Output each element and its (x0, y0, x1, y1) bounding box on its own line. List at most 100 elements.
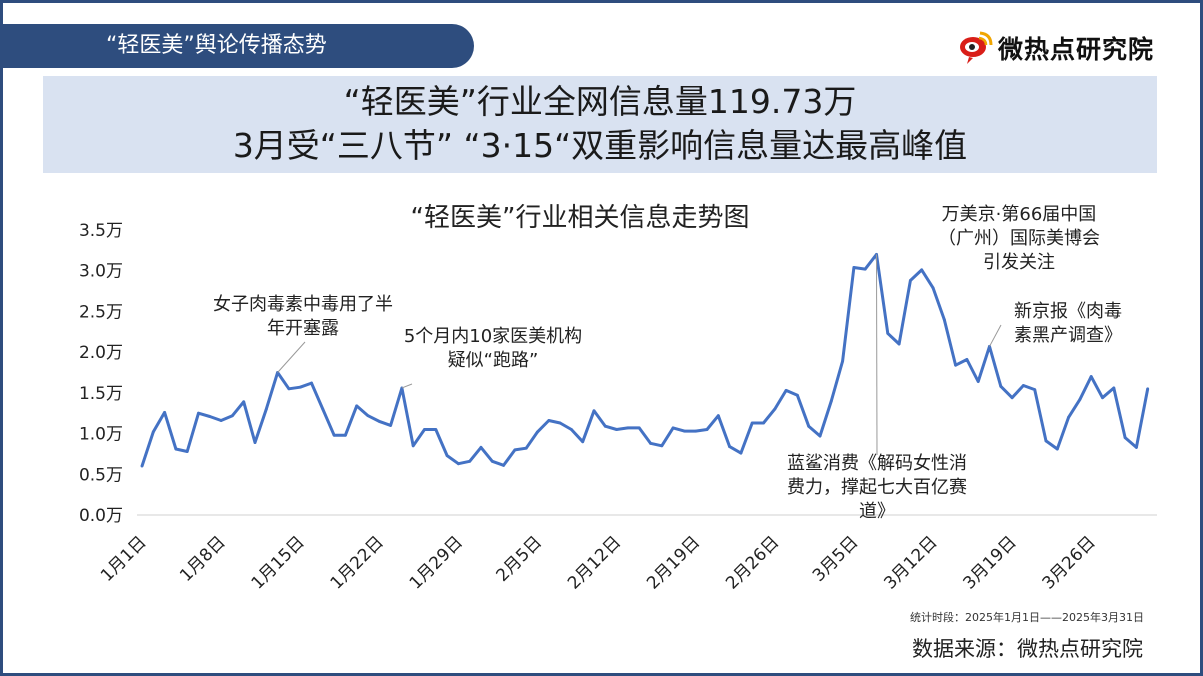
data-source: 数据来源：微热点研究院 (912, 637, 1143, 661)
data-point (1067, 415, 1070, 419)
annotation-line: 年开塞露 (267, 318, 339, 339)
data-point (728, 445, 731, 448)
data-point (954, 363, 957, 367)
data-point (242, 400, 246, 404)
data-point (976, 380, 980, 383)
data-point (558, 421, 562, 425)
data-point (750, 421, 754, 425)
annotation: 蓝鲨消费《解码女性消 费力，撑起七大百亿赛 道》 (762, 452, 992, 524)
data-point (457, 462, 460, 466)
annotation: 新京报《肉毒 素黑产调查》 (998, 300, 1138, 348)
data-point (502, 463, 505, 467)
x-tick-label: 1月1日 (97, 532, 150, 585)
data-point (1089, 375, 1093, 378)
data-point (716, 414, 720, 418)
section-header-tab: “轻医美”舆论传播态势 (0, 24, 474, 68)
data-point (626, 426, 630, 430)
data-point (253, 441, 257, 444)
annotation-line: 新京报《肉毒 (1014, 301, 1122, 322)
annotation-line: 素黑产调查》 (1014, 325, 1122, 346)
y-tick-label: 1.0万 (79, 425, 123, 445)
data-point (671, 426, 675, 430)
data-point (931, 286, 935, 290)
data-point (151, 430, 155, 434)
data-point (694, 429, 698, 433)
data-point (1044, 439, 1048, 443)
annotation-line: （广州）国际美博会 (938, 228, 1100, 249)
data-point (920, 268, 924, 272)
data-point (852, 266, 856, 269)
x-tick-label: 1月29日 (406, 532, 467, 593)
data-point (739, 451, 743, 455)
data-point (1055, 447, 1059, 451)
y-tick-label: 0.0万 (79, 506, 123, 526)
data-point (1022, 384, 1025, 387)
data-point (1112, 386, 1116, 390)
data-point (773, 407, 777, 411)
data-point (468, 459, 472, 463)
x-tick-label: 3月26日 (1039, 532, 1100, 593)
data-point (513, 448, 517, 452)
data-point (174, 447, 178, 451)
data-point (615, 428, 618, 431)
annotation: 万美京·第66届中国 （广州）国际美博会 引发关注 (904, 203, 1134, 275)
annotation-leader-line (277, 341, 306, 373)
chart-title: “轻医美”行业相关信息走势图 (410, 203, 750, 233)
data-point (547, 419, 551, 422)
data-point (344, 433, 347, 437)
x-tick-label: 3月19日 (960, 532, 1021, 593)
annotation-line: 5个月内10家医美机构 (403, 326, 583, 347)
data-point (1135, 446, 1138, 449)
data-point (197, 411, 200, 415)
x-tick-label: 2月5日 (493, 532, 546, 585)
data-point (1078, 397, 1082, 401)
annotation-line: 疑似“跑路” (447, 350, 539, 371)
x-tick-label: 2月12日 (564, 532, 625, 593)
data-point (965, 358, 969, 361)
y-tick-label: 1.5万 (79, 384, 123, 404)
weibo-eye-logo-icon (960, 31, 993, 64)
y-tick-label: 3.0万 (79, 262, 123, 282)
data-point (1010, 396, 1014, 400)
annotation-line: 费力，撑起七大百亿赛 (787, 477, 967, 498)
data-point (377, 419, 381, 423)
annotation-line: 道》 (859, 501, 895, 522)
data-point (660, 444, 664, 448)
data-point (807, 424, 811, 428)
y-tick-label: 2.0万 (79, 343, 123, 363)
annotation-leader-line (989, 324, 1002, 347)
y-tick-label: 3.5万 (79, 221, 123, 241)
annotation: 5个月内10家医美机构 疑似“跑路” (378, 325, 608, 373)
data-point (1033, 388, 1037, 391)
data-point (705, 428, 709, 431)
annotation-line: 万美京·第66届中国 (941, 204, 1097, 225)
data-point (796, 393, 799, 397)
statistics-period: 统计时段：2025年1月1日——2025年3月31日 (910, 611, 1144, 624)
data-point (637, 426, 641, 430)
data-point (231, 414, 234, 418)
annotation: 女子肉毒素中毒用了半 年开塞露 (188, 293, 418, 341)
x-tick-label: 3月5日 (809, 532, 862, 585)
data-point (163, 411, 167, 414)
data-point (818, 434, 822, 438)
data-point (219, 419, 223, 422)
data-point (999, 384, 1003, 388)
annotation-line: 引发关注 (983, 252, 1055, 273)
x-tick-label: 2月19日 (643, 532, 704, 593)
data-point (411, 444, 415, 448)
data-point (332, 433, 336, 437)
data-point (1123, 436, 1127, 440)
data-point (863, 267, 867, 271)
headline-line-2: 3月受“三八节” “3·15“双重影响信息量达最高峰值 (232, 126, 968, 165)
data-point (829, 399, 833, 403)
data-point (841, 359, 844, 363)
data-point (536, 430, 539, 434)
data-point (434, 428, 438, 431)
brand-name: 微热点研究院 (998, 35, 1155, 64)
data-point (909, 279, 912, 282)
data-point (140, 464, 144, 468)
data-point (310, 381, 313, 385)
data-point (649, 441, 652, 445)
data-point (1101, 396, 1104, 400)
